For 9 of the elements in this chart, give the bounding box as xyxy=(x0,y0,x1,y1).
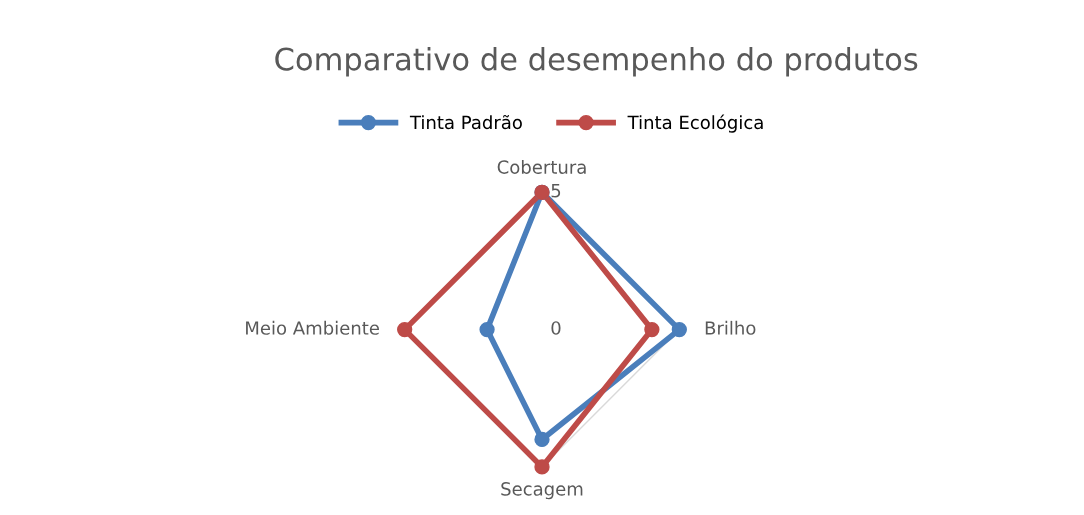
chart-title: Comparativo de desempenho do produtos xyxy=(275,47,918,77)
spoke-label: Brilho xyxy=(705,320,756,335)
spoke-label: Secagem xyxy=(501,482,583,500)
y-tick-label: 0 xyxy=(551,321,561,335)
spoke-label: Meio Ambiente xyxy=(246,320,379,335)
spoke-label: Cobertura xyxy=(497,159,586,174)
legend-label: Tinta Ecológica xyxy=(627,114,763,133)
y-tick-label: 5 xyxy=(551,184,561,198)
legend-label: Tinta Padrão xyxy=(409,114,522,130)
